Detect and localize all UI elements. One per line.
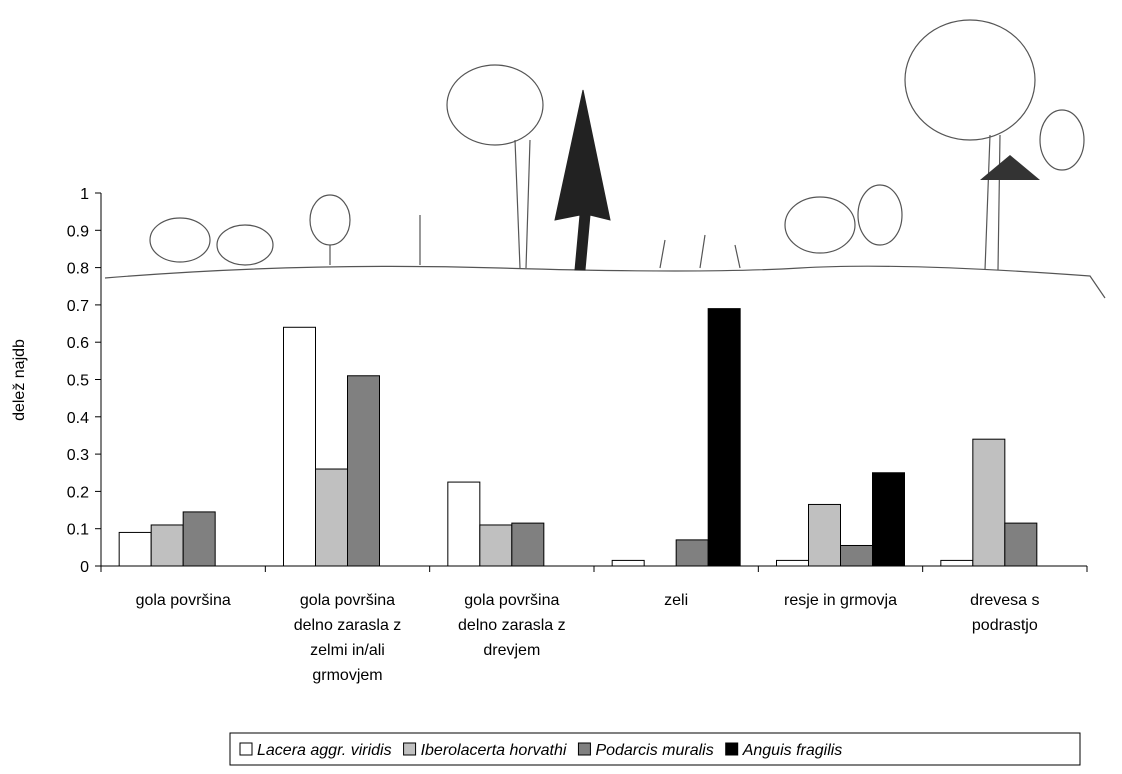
legend-label: Iberolacerta horvathi: [421, 742, 567, 759]
y-tick-label: 0: [80, 559, 89, 576]
bar: [940, 559, 974, 567]
bar: [611, 559, 645, 567]
bar: [150, 524, 184, 567]
x-tick-label: zeli: [664, 592, 688, 609]
bar: [479, 524, 513, 567]
bar: [347, 375, 380, 567]
y-tick-label: 0.6: [67, 335, 89, 352]
y-tick-label: 0.2: [67, 484, 89, 501]
bar: [447, 481, 481, 567]
x-tick-label: gola površina delno zarasla z drevjem: [458, 592, 566, 659]
legend-swatch: [725, 742, 739, 756]
bar: [511, 522, 545, 567]
bar: [283, 326, 316, 567]
bar: [972, 438, 1006, 567]
legend-label: Lacera aggr. viridis: [257, 742, 392, 759]
bar: [707, 308, 741, 567]
y-tick-label: 0.8: [67, 261, 89, 278]
bar: [872, 472, 905, 567]
y-axis-label: delež najdb: [11, 339, 28, 421]
y-tick-label: 0.7: [67, 298, 89, 315]
legend-label: Anguis fragilis: [742, 742, 843, 759]
legend-swatch: [577, 742, 591, 756]
bar: [675, 539, 709, 567]
legend-swatch: [403, 742, 417, 756]
legend-swatch: [239, 742, 253, 756]
bar: [118, 531, 152, 567]
bar: [808, 503, 841, 567]
bar: [315, 468, 348, 567]
y-tick-label: 0.4: [67, 410, 89, 427]
y-tick-label: 0.9: [67, 223, 89, 240]
bar: [1004, 522, 1038, 567]
y-tick-label: 0.3: [67, 447, 89, 464]
y-tick-label: 0.5: [67, 373, 89, 390]
legend-label: Podarcis muralis: [595, 742, 713, 759]
x-tick-label: gola površina: [136, 592, 231, 609]
bar: [182, 511, 216, 567]
bar: [840, 544, 873, 567]
bar: [776, 559, 809, 567]
legend-box: [229, 732, 1081, 766]
landscape-illustration: [104, 19, 1106, 299]
x-tick-label: gola površina delno zarasla z zelmi in/ali…: [294, 592, 402, 684]
y-tick-label: 0.1: [67, 522, 89, 539]
x-tick-label: resje in grmovja: [784, 592, 897, 609]
y-tick-label: 1: [80, 186, 89, 203]
x-tick-label: drevesa s podrastjo: [970, 592, 1039, 634]
